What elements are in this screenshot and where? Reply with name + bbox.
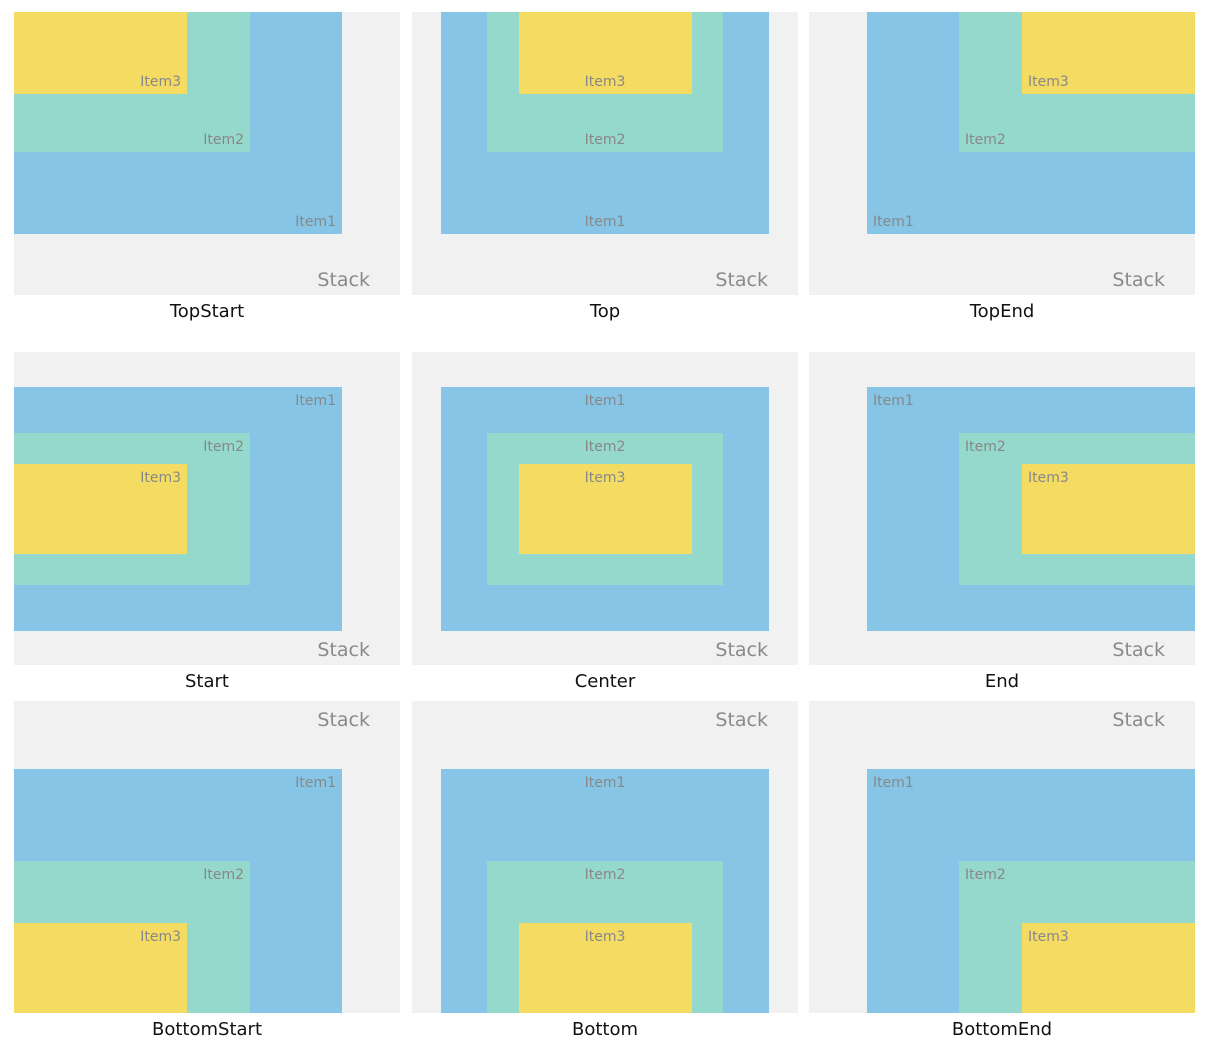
stack-label: Stack [715,639,768,661]
item-label: Item3 [584,469,626,486]
stack-item: Item3 [14,923,187,1013]
stack-panel: Item1 Item2 Item3 Stack [809,352,1195,665]
stack-label: Stack [1112,709,1165,731]
item-label: Item3 [140,469,181,486]
alignment-caption: TopEnd [969,301,1035,322]
stack-item: Item3 [1022,923,1195,1013]
item-label: Item3 [1028,74,1069,90]
alignment-caption: Center [574,671,636,692]
item-label: Item1 [295,775,336,791]
alignment-caption: Start [185,671,229,692]
item-label: Item1 [295,214,336,230]
item-label: Item2 [965,867,1006,883]
alignment-caption: Bottom [571,1019,639,1040]
stack-panel: Item1 Item2 Item3 Stack [14,12,400,295]
item-label: Item2 [584,132,626,148]
item-label: Item1 [295,392,336,409]
stack-panel: Item1 Item2 Item3 Stack [14,352,400,665]
item-label: Item1 [584,214,626,230]
item-label: Item3 [584,74,626,90]
stack-panel: Item1 Item2 Item3 Stack [412,352,798,665]
item-label: Item1 [873,775,914,791]
item-label: Item1 [584,392,626,409]
stack-item: Item3 [1022,463,1195,554]
alignment-caption: TopStart [169,301,245,322]
alignment-caption: BottomStart [152,1019,262,1040]
item-label: Item2 [584,867,626,883]
alignment-caption: Top [589,301,621,322]
stack-label: Stack [715,269,768,291]
stack-panel: Item1 Item2 Item3 Stack [809,12,1195,295]
stack-item: Item3 [1022,12,1195,94]
item-label: Item1 [584,775,626,791]
item-label: Item2 [203,132,244,148]
stack-label: Stack [317,639,370,661]
stack-panel: Item1 Item2 Item3 Stack [14,701,400,1013]
item-label: Item1 [873,214,914,230]
stack-item: Item3 [14,463,187,554]
stack-item: Item3 [518,463,692,554]
stack-label: Stack [317,269,370,291]
stack-label: Stack [715,709,768,731]
item-label: Item3 [584,929,626,945]
stack-item: Item3 [518,12,692,94]
stack-item: Item3 [14,12,187,94]
stack-label: Stack [317,709,370,731]
item-label: Item2 [203,438,244,455]
item-label: Item2 [203,867,244,883]
item-label: Item3 [1028,469,1069,486]
stack-panel: Item1 Item2 Item3 Stack [412,12,798,295]
item-label: Item1 [873,392,914,409]
stack-label: Stack [1112,269,1165,291]
alignment-caption: BottomEnd [951,1019,1053,1040]
item-label: Item2 [965,132,1006,148]
item-label: Item2 [965,438,1006,455]
alignment-caption: End [984,671,1020,692]
item-label: Item3 [140,74,181,90]
stack-label: Stack [1112,639,1165,661]
stack-panel: Item1 Item2 Item3 Stack [809,701,1195,1013]
item-label: Item3 [1028,929,1069,945]
item-label: Item2 [584,438,626,455]
stack-item: Item3 [518,923,692,1013]
stack-panel: Item1 Item2 Item3 Stack [412,701,798,1013]
item-label: Item3 [140,929,181,945]
